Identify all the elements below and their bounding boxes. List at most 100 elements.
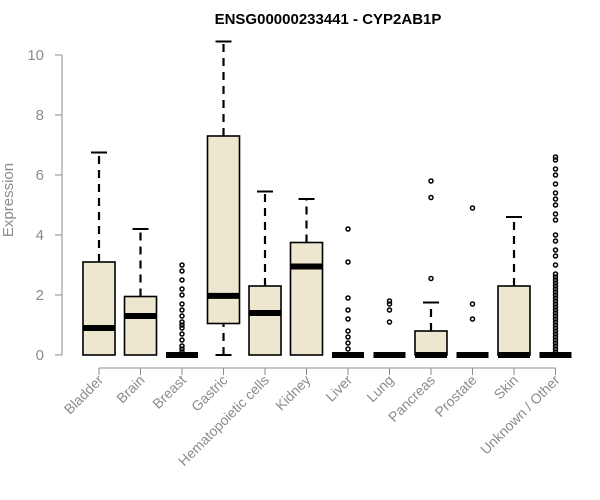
outlier-point [179, 307, 185, 313]
outlier-point [345, 328, 351, 334]
outlier-point [469, 316, 476, 322]
outlier-point [552, 274, 559, 280]
x-tick-label: Bladder [61, 372, 107, 418]
chart-title: ENSG00000233441 - CYP2AB1P [215, 11, 442, 28]
outlier-point [552, 238, 559, 244]
y-tick-label: 8 [36, 107, 44, 124]
y-tick-label: 10 [27, 47, 44, 64]
outlier-point [552, 331, 559, 337]
outlier-point [179, 277, 185, 283]
x-tick-label: Breast [149, 372, 189, 412]
outlier-point [552, 166, 559, 172]
outlier-point [179, 292, 185, 298]
outlier-point [428, 194, 434, 201]
box-group [206, 40, 241, 356]
box-group [248, 190, 282, 356]
outlier-point [179, 319, 185, 325]
x-tick-label: Skin [491, 372, 522, 403]
outlier-point [552, 277, 559, 283]
box-group [289, 198, 324, 356]
box [206, 135, 241, 325]
outlier-point [386, 298, 393, 304]
outlier-point [552, 271, 559, 277]
box [248, 285, 282, 356]
outlier-point [552, 253, 559, 259]
x-tick-label: Prostate [431, 372, 479, 420]
outlier-point [552, 316, 559, 322]
x-tick-label: Brain [113, 372, 147, 406]
outlier-point [552, 319, 559, 325]
outlier-point [345, 295, 351, 301]
outlier-point [552, 334, 559, 340]
outlier-point [552, 154, 559, 160]
outlier-point [552, 343, 559, 349]
y-tick-label: 6 [36, 167, 44, 184]
outlier-point [345, 346, 351, 352]
outlier-point [179, 331, 185, 337]
outlier-point [552, 232, 559, 238]
box-group [373, 298, 406, 358]
outlier-point [179, 337, 185, 343]
outlier-point [552, 298, 559, 304]
outlier-point [428, 178, 434, 184]
outlier-point [345, 259, 351, 265]
box [82, 261, 116, 356]
outlier-point [345, 316, 351, 322]
outlier-point [469, 205, 476, 211]
outlier-point [386, 319, 393, 325]
outlier-point [179, 349, 185, 355]
outlier-point [552, 349, 559, 355]
box-group [123, 228, 158, 356]
outlier-point [386, 301, 393, 307]
box-group [497, 216, 531, 358]
outlier-point [179, 322, 185, 328]
outlier-point [552, 262, 559, 268]
outlier-point [552, 322, 559, 328]
outlier-point [179, 325, 185, 331]
outlier-point [552, 247, 559, 253]
outlier-point [552, 292, 559, 298]
outlier-point [345, 334, 351, 340]
outlier-point [179, 343, 185, 349]
box-group [456, 205, 489, 358]
outlier-point [552, 346, 559, 352]
outlier-point [552, 325, 559, 331]
outlier-point [552, 181, 559, 187]
outlier-point [552, 310, 559, 316]
y-tick-label: 4 [36, 227, 44, 244]
outlier-point [552, 295, 559, 301]
y-tick-label: 0 [36, 347, 44, 364]
outlier-point [386, 307, 393, 313]
outlier-point [552, 328, 559, 334]
outlier-point [552, 202, 559, 208]
outlier-point [469, 301, 476, 307]
x-tick-label: Kidney [272, 372, 314, 414]
x-tick-label: Liver [322, 372, 355, 405]
box-group [82, 151, 116, 356]
outlier-point [345, 226, 351, 232]
y-axis: 0 2 4 6 8 10 [27, 47, 63, 364]
box [414, 330, 448, 356]
outlier-point [552, 157, 559, 163]
outlier-point [552, 286, 559, 292]
box [497, 285, 531, 356]
outlier-point [552, 196, 559, 202]
x-tick-label: Lung [363, 372, 396, 405]
outlier-point [552, 172, 559, 178]
outlier-point [552, 217, 559, 223]
outlier-point [179, 301, 185, 307]
plot-area [82, 40, 572, 358]
box-group [332, 226, 364, 358]
outlier-point [552, 304, 559, 310]
outlier-point [552, 337, 559, 343]
box-group [166, 262, 198, 358]
outlier-point [179, 346, 185, 352]
outlier-point [179, 313, 185, 319]
outlier-point [552, 301, 559, 307]
y-axis-label: Expression [0, 163, 17, 237]
outlier-point [179, 268, 185, 274]
outlier-point [345, 307, 351, 313]
